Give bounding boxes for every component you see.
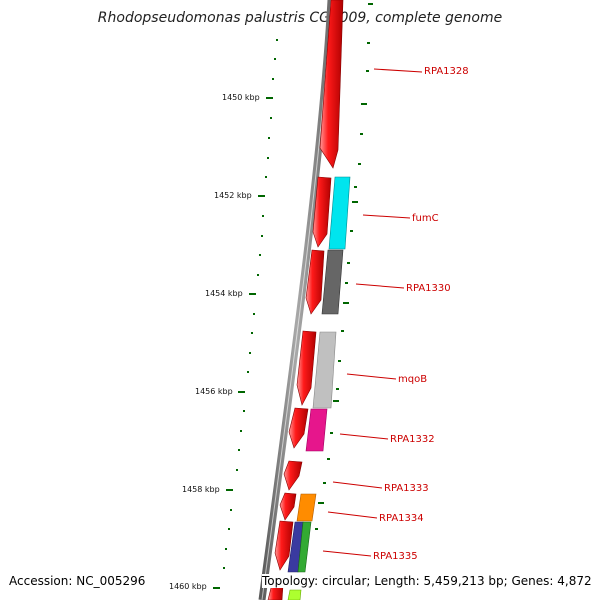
kbp-label-1452: 1452 kbp (214, 191, 252, 200)
gene-label-rpa1330: RPA1330 (406, 283, 451, 294)
gene-block-rpa1330 (321, 249, 344, 315)
gene-label-fumc: fumC (412, 213, 439, 224)
gene-arrow-6 (283, 460, 303, 491)
gene-label-rpa1328: RPA1328 (424, 66, 469, 77)
forward-strand-genes (267, 0, 344, 600)
kbp-label-1456: 1456 kbp (195, 387, 233, 396)
gene-arrow-2 (312, 176, 332, 248)
gene-label-rpa1332: RPA1332 (390, 434, 435, 445)
gene-label-rpa1334: RPA1334 (379, 513, 424, 524)
gene-arrow-7 (279, 492, 297, 521)
inner-tick-marks (213, 39, 278, 589)
kbp-label-1458: 1458 kbp (182, 485, 220, 494)
gene-labels: RPA1328 fumC RPA1330 mqoB RPA1332 RPA133… (373, 66, 469, 562)
gene-block-fumC (328, 176, 351, 250)
gene-label-mqob: mqoB (398, 374, 427, 385)
gene-label-leaders (322, 68, 423, 557)
colored-gene-blocks (287, 176, 351, 600)
gene-block-mqob (312, 331, 337, 409)
gene-arrow-3 (305, 249, 325, 315)
gene-block-rpa1335-b (297, 521, 312, 573)
kbp-label-1460: 1460 kbp (169, 582, 207, 591)
kbp-label-1454: 1454 kbp (205, 289, 243, 298)
gene-arrow-1 (319, 0, 344, 169)
map-title: Rhodopseudomonas palustris CGA009, compl… (97, 10, 503, 26)
genome-summary-text: Topology: circular; Length: 5,459,213 bp… (262, 574, 592, 588)
gene-label-rpa1335: RPA1335 (373, 551, 418, 562)
gene-block-rpa1332 (305, 408, 328, 452)
gene-arrow-5 (288, 407, 309, 449)
gene-block-tail (287, 589, 302, 600)
gene-arrow-8 (274, 520, 294, 571)
kbp-label-1450: 1450 kbp (222, 93, 260, 102)
accession-text: Accession: NC_005296 (9, 574, 146, 588)
kbp-scale-labels: 1450 kbp 1452 kbp 1454 kbp 1456 kbp 1458… (169, 93, 260, 591)
gene-block-rpa1334 (296, 493, 317, 522)
gene-arrow-4 (296, 330, 317, 406)
outer-tick-marks (315, 3, 373, 530)
gene-label-rpa1333: RPA1333 (384, 483, 429, 494)
